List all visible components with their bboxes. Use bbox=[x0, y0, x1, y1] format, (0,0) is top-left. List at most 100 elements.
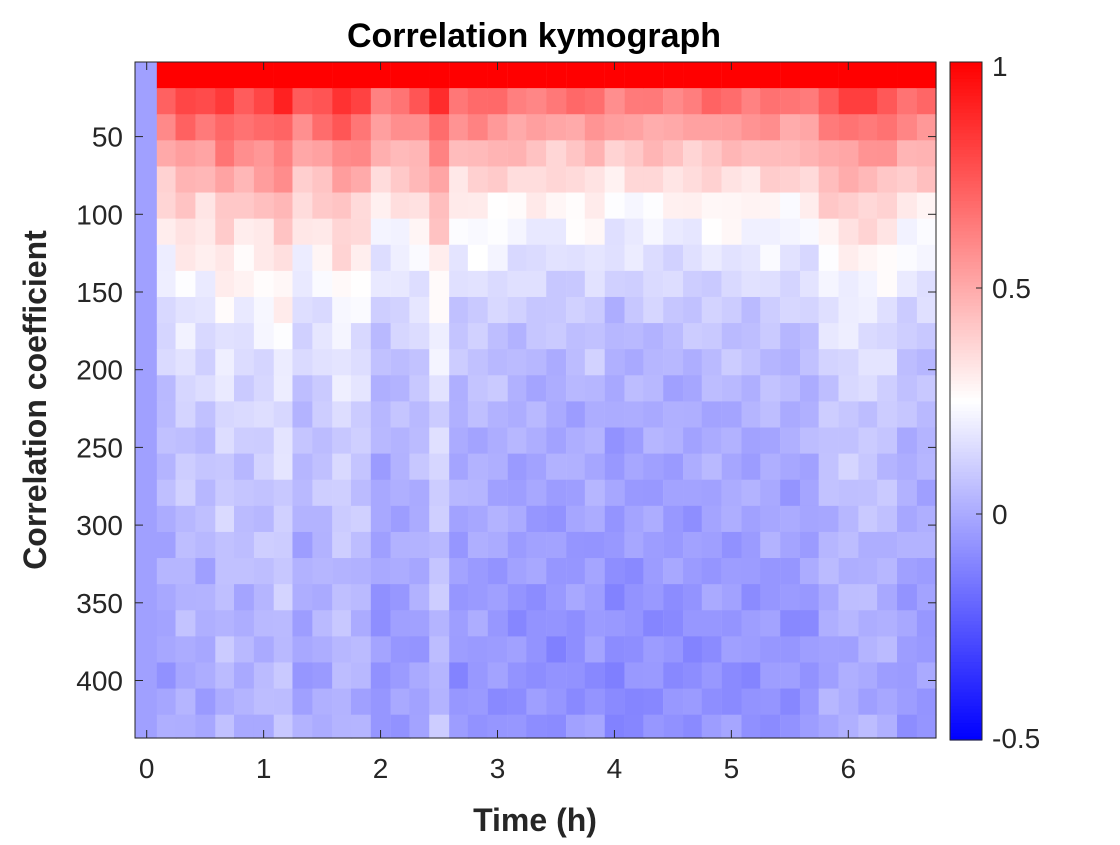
heatmap-cell bbox=[312, 714, 333, 739]
heatmap-cell bbox=[584, 244, 605, 272]
heatmap-cell bbox=[467, 688, 488, 716]
heatmap-cell bbox=[526, 349, 547, 376]
heatmap-cell bbox=[449, 636, 470, 664]
heatmap-cell bbox=[897, 140, 918, 168]
heatmap-cell bbox=[292, 479, 313, 507]
heatmap-cell bbox=[390, 558, 411, 585]
heatmap-cell bbox=[409, 584, 430, 611]
heatmap-cell bbox=[799, 401, 821, 429]
colorbar-segment bbox=[950, 506, 982, 511]
heatmap-cell bbox=[273, 401, 294, 429]
colorbar-segment bbox=[950, 339, 982, 344]
heatmap-cell bbox=[897, 584, 918, 611]
heatmap-cell bbox=[467, 610, 488, 637]
axes-frame bbox=[134, 61, 937, 739]
heatmap-cell bbox=[215, 140, 236, 168]
heatmap-cell bbox=[273, 62, 294, 89]
heatmap-cell bbox=[487, 531, 508, 559]
colorbar-segment bbox=[950, 170, 982, 175]
colorbar-segment bbox=[950, 72, 982, 77]
colorbar-segment bbox=[950, 417, 982, 422]
heatmap-cell bbox=[624, 323, 645, 350]
heatmap-cell bbox=[584, 453, 605, 481]
heatmap-cell bbox=[701, 62, 722, 89]
colorbar-segment bbox=[950, 489, 982, 494]
heatmap-cell bbox=[350, 192, 372, 220]
heatmap-cell bbox=[156, 323, 177, 350]
heatmap-cell bbox=[663, 375, 684, 402]
heatmap-cell bbox=[683, 88, 704, 115]
heatmap-cell bbox=[429, 401, 450, 429]
heatmap-cell bbox=[721, 62, 742, 89]
heatmap-cell bbox=[135, 192, 158, 220]
heatmap-cell bbox=[584, 349, 605, 376]
heatmap-cell bbox=[818, 244, 839, 272]
colorbar-segment bbox=[950, 685, 982, 690]
heatmap-cell bbox=[350, 505, 372, 533]
heatmap-cell bbox=[409, 349, 430, 376]
colorbar-segment bbox=[950, 706, 982, 711]
colorbar-segment bbox=[950, 289, 982, 294]
heatmap-cell bbox=[916, 584, 937, 611]
heatmap-cell bbox=[390, 323, 411, 350]
colorbar-segment bbox=[950, 319, 982, 324]
heatmap-cell bbox=[916, 244, 937, 272]
heatmap-cell bbox=[449, 192, 470, 220]
heatmap-cell bbox=[350, 296, 372, 324]
heatmap-cell bbox=[467, 192, 488, 220]
heatmap-cell bbox=[195, 375, 216, 402]
heatmap-cell bbox=[858, 323, 879, 350]
heatmap-cell bbox=[253, 114, 274, 141]
colorbar-segment bbox=[950, 441, 982, 446]
heatmap-cell bbox=[916, 531, 937, 559]
colorbar-segment bbox=[950, 350, 982, 355]
heatmap-cell bbox=[760, 584, 781, 611]
heatmap-cell bbox=[370, 610, 391, 637]
heatmap-cell bbox=[195, 714, 216, 739]
heatmap-cell bbox=[643, 270, 664, 298]
heatmap-cell bbox=[760, 531, 781, 559]
heatmap-cell bbox=[487, 166, 508, 194]
heatmap-cell bbox=[312, 323, 333, 350]
heatmap-cell bbox=[487, 218, 508, 246]
heatmap-cell bbox=[135, 401, 158, 429]
heatmap-cell bbox=[175, 427, 196, 455]
heatmap-cell bbox=[332, 688, 353, 716]
heatmap-cell bbox=[916, 218, 937, 246]
heatmap-cell bbox=[526, 714, 547, 739]
heatmap-cell bbox=[409, 714, 430, 739]
heatmap-cell bbox=[858, 270, 879, 298]
heatmap-cell bbox=[135, 479, 158, 507]
heatmap-cell bbox=[721, 453, 742, 481]
colorbar-segment bbox=[950, 695, 982, 700]
heatmap-cell bbox=[429, 349, 450, 376]
colorbar-segment bbox=[950, 624, 982, 629]
colorbar-segment bbox=[950, 631, 982, 636]
heatmap-cell bbox=[604, 140, 625, 168]
heatmap-cell bbox=[741, 714, 762, 739]
heatmap-cell bbox=[604, 401, 625, 429]
heatmap-cell bbox=[312, 505, 333, 533]
heatmap-cell bbox=[467, 453, 488, 481]
heatmap-cell bbox=[526, 296, 547, 324]
heatmap-cell bbox=[897, 192, 918, 220]
heatmap-cell bbox=[370, 349, 391, 376]
heatmap-cell bbox=[449, 166, 470, 194]
colorbar-segment bbox=[950, 567, 982, 572]
heatmap-cell bbox=[643, 479, 664, 507]
heatmap-cell bbox=[429, 218, 450, 246]
heatmap-cell bbox=[135, 558, 158, 585]
heatmap-cell bbox=[877, 636, 898, 664]
heatmap-cell bbox=[467, 114, 488, 141]
heatmap-cell bbox=[487, 244, 508, 272]
heatmap-cell bbox=[390, 505, 411, 533]
colorbar-segment bbox=[950, 401, 982, 405]
heatmap-cell bbox=[858, 688, 879, 716]
heatmap-cell bbox=[818, 296, 839, 324]
colorbar-segment bbox=[950, 478, 982, 483]
heatmap-cell bbox=[332, 531, 353, 559]
colorbar-segment bbox=[950, 214, 982, 219]
heatmap-cell bbox=[546, 192, 567, 220]
heatmap-cell bbox=[195, 610, 216, 637]
heatmap-cell bbox=[780, 244, 801, 272]
